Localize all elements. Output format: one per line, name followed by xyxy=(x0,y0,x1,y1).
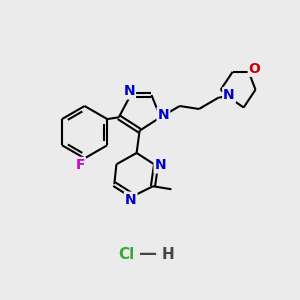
Text: N: N xyxy=(154,158,166,172)
Text: N: N xyxy=(123,84,135,98)
Text: N: N xyxy=(125,193,136,207)
Text: F: F xyxy=(75,158,85,172)
Text: H: H xyxy=(161,247,174,262)
Text: —: — xyxy=(140,245,158,263)
Text: N: N xyxy=(158,108,169,122)
Text: N: N xyxy=(223,88,235,102)
Text: O: O xyxy=(249,62,261,76)
Text: Cl: Cl xyxy=(118,247,134,262)
